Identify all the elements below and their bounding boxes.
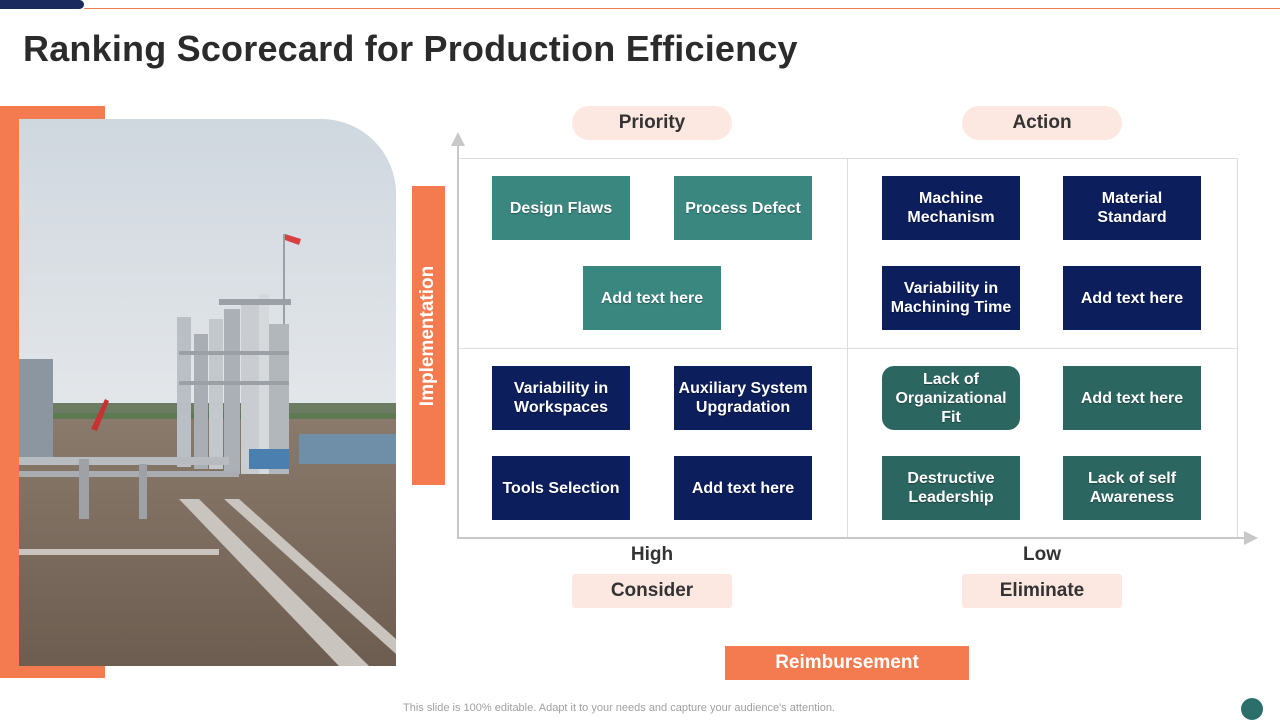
top-accent-bar: [0, 0, 84, 9]
matrix-box: Add text here: [1063, 266, 1201, 330]
industrial-plant-photo: [19, 119, 396, 666]
matrix-box: Lack of self Awareness: [1063, 456, 1201, 520]
reimbursement-axis-label: Reimbursement: [725, 646, 969, 680]
grid-vertical-divider: [847, 158, 848, 537]
matrix-box: Lack of Organizational Fit: [882, 366, 1020, 430]
top-divider-line: [84, 8, 1280, 9]
y-axis-line: [457, 142, 459, 539]
matrix-box: Design Flaws: [492, 176, 630, 240]
matrix-box: Material Standard: [1063, 176, 1201, 240]
matrix-box: Add text here: [583, 266, 721, 330]
x-tick-high: High: [630, 544, 674, 565]
action-label: Action: [962, 106, 1122, 140]
matrix-box: Add text here: [1063, 366, 1201, 430]
footer-circle-icon: [1241, 698, 1263, 720]
priority-label: Priority: [572, 106, 732, 140]
y-axis-arrow-icon: [451, 132, 465, 146]
grid-horizontal-divider: [459, 348, 1238, 349]
implementation-text: Implementation: [417, 265, 439, 406]
x-axis-arrow-icon: [1244, 531, 1258, 545]
footer-note: This slide is 100% editable. Adapt it to…: [403, 702, 835, 714]
matrix-box: Auxiliary System Upgradation: [674, 366, 812, 430]
x-tick-low: Low: [1023, 544, 1061, 565]
matrix-box: Tools Selection: [492, 456, 630, 520]
consider-label: Consider: [572, 574, 732, 608]
matrix-box: Process Defect: [674, 176, 812, 240]
matrix-box: Add text here: [674, 456, 812, 520]
eliminate-label: Eliminate: [962, 574, 1122, 608]
implementation-axis-label: Implementation: [412, 186, 445, 485]
matrix-box: Variability in Machining Time: [882, 266, 1020, 330]
slide-title: Ranking Scorecard for Production Efficie…: [23, 28, 798, 69]
matrix-box: Machine Mechanism: [882, 176, 1020, 240]
matrix-box: Destructive Leadership: [882, 456, 1020, 520]
matrix-grid: [459, 158, 1238, 537]
matrix-box: Variability in Workspaces: [492, 366, 630, 430]
x-axis-line: [457, 537, 1247, 539]
